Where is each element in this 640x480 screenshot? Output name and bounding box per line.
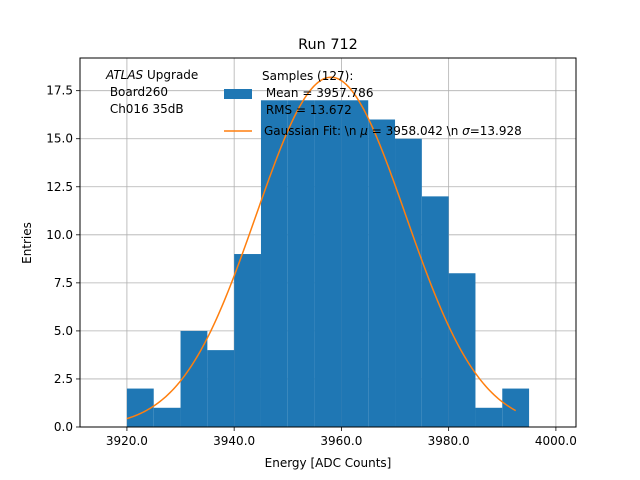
legend-fit-suffix: =13.928 — [470, 124, 522, 138]
histogram-bar — [234, 254, 261, 427]
y-tick-label: 12.5 — [46, 180, 73, 194]
y-tick-label: 7.5 — [54, 276, 73, 290]
legend-fit-mu: μ — [359, 124, 368, 138]
legend-fit-sigma: σ — [462, 124, 470, 138]
atlas-label: ATLAS — [105, 68, 144, 82]
histogram-bar — [260, 100, 288, 427]
y-tick-label: 15.0 — [46, 132, 73, 146]
histogram-bar — [287, 100, 315, 427]
x-tick-label: 4000.0 — [535, 434, 577, 448]
atlas-annotation: ATLAS Upgrade Board260 Ch016 35dB — [105, 68, 198, 116]
gaussian-fit-line — [126, 76, 517, 420]
histogram-bar — [126, 388, 154, 427]
y-tick-label: 5.0 — [54, 324, 73, 338]
y-axis-ticks: 0.0 2.5 5.0 7.5 10.0 12.5 15.0 17.5 — [46, 84, 80, 434]
x-tick-label: 3960.0 — [320, 434, 362, 448]
legend-fit-prefix: Gaussian Fit: \n — [264, 124, 360, 138]
annotation-line-2: Board260 — [106, 85, 168, 99]
histogram-bar — [448, 273, 476, 427]
y-tick-label: 17.5 — [46, 84, 73, 98]
legend-histogram-line-1: Samples (127): — [262, 69, 353, 83]
histogram-bar — [153, 407, 181, 427]
upgrade-label: Upgrade — [143, 68, 198, 82]
y-tick-label: 10.0 — [46, 228, 73, 242]
legend: Samples (127): Mean = 3957.786 RMS = 13.… — [224, 69, 522, 138]
x-axis-ticks: 3920.0 3940.0 3960.0 3980.0 4000.0 — [106, 427, 577, 448]
histogram-bar — [475, 407, 503, 427]
y-tick-label: 2.5 — [54, 372, 73, 386]
legend-fit-label: Gaussian Fit: \n μ = 3958.042 \n σ=13.92… — [264, 124, 522, 138]
legend-histogram-swatch — [224, 89, 252, 99]
legend-fit-mid: = 3958.042 \n — [368, 124, 462, 138]
histogram-bar — [368, 119, 396, 427]
y-tick-label: 0.0 — [54, 420, 73, 434]
x-axis-label: Energy [ADC Counts] — [265, 456, 392, 470]
annotation-line-1: ATLAS Upgrade — [105, 68, 198, 82]
chart-title: Run 712 — [298, 37, 358, 53]
histogram-bar — [341, 100, 369, 427]
x-tick-label: 3920.0 — [106, 434, 148, 448]
y-axis-label: Entries — [20, 222, 34, 264]
gaussian-fit-group — [126, 76, 517, 420]
plot-frame — [79, 57, 577, 428]
annotation-line-3: Ch016 35dB — [106, 102, 184, 116]
histogram-bar — [395, 138, 422, 427]
histogram-bar — [314, 100, 342, 427]
x-tick-label: 3940.0 — [213, 434, 255, 448]
histogram-bar — [207, 350, 235, 427]
x-tick-label: 3980.0 — [428, 434, 470, 448]
histogram-bar — [421, 196, 449, 427]
histogram-bar — [502, 388, 530, 427]
legend-histogram-line-3: RMS = 13.672 — [262, 103, 352, 117]
legend-histogram-line-2: Mean = 3957.786 — [262, 86, 373, 100]
